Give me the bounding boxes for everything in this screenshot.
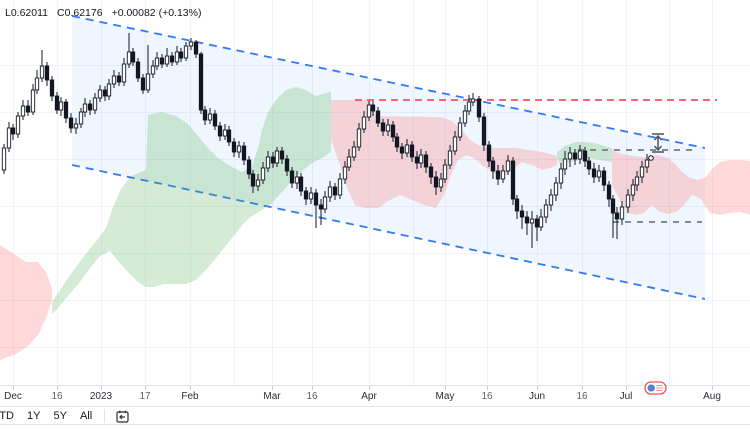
legend-low-value: L0.62011	[5, 7, 49, 19]
ohlc-legend: L0.62011 C0.62176 +0.00082 (+0.13%)	[5, 7, 201, 19]
bottom-toolbar: YTD 1Y 5Y All	[0, 407, 750, 425]
measure-arrow-annotation[interactable]	[652, 133, 664, 153]
time-axis-label: Jun	[528, 391, 546, 402]
pane-separators	[0, 385, 750, 425]
calendar-icon	[116, 410, 129, 423]
toolbar-separator	[104, 409, 106, 423]
range-button-1y[interactable]: 1Y	[27, 410, 41, 422]
time-axis-label: Feb	[181, 391, 199, 402]
time-axis[interactable]: Dec 16 2023 17 Feb Mar 16 Apr May 16 Jun 16 Jul Aug	[0, 391, 750, 405]
legend-close-value: C0.62176	[57, 7, 103, 19]
grid-lines	[0, 0, 750, 385]
time-axis-label: 16	[576, 391, 588, 402]
time-axis-label: 16	[306, 391, 318, 402]
go-to-date-button[interactable]	[115, 409, 130, 424]
time-axis-label: Mar	[263, 391, 281, 402]
range-button-ytd[interactable]: YTD	[0, 410, 14, 422]
time-axis-label: 2023	[89, 391, 113, 402]
time-axis-label: May	[435, 391, 455, 402]
gray-dashed-levels[interactable]	[578, 149, 702, 223]
time-axis-label: 17	[139, 391, 151, 402]
us-economic-events-icon[interactable]	[644, 381, 667, 395]
time-axis-label: Apr	[361, 391, 377, 402]
range-button-all[interactable]: All	[79, 410, 93, 422]
time-axis-label: Aug	[703, 391, 721, 402]
trend-channel-drawing[interactable]	[71, 15, 706, 300]
time-axis-label: Jul	[619, 391, 633, 402]
time-axis-label: 16	[481, 391, 493, 402]
range-selector: YTD 1Y 5Y All	[0, 410, 92, 422]
legend-change-value: +0.00082 (+0.13%)	[111, 7, 202, 19]
time-axis-label: Dec	[4, 391, 22, 402]
axis-ticks	[13, 386, 713, 390]
candlestick-series	[1, 33, 650, 248]
range-button-5y[interactable]: 5Y	[53, 410, 67, 422]
last-price-marker	[648, 155, 654, 161]
time-axis-label: 16	[51, 391, 63, 402]
